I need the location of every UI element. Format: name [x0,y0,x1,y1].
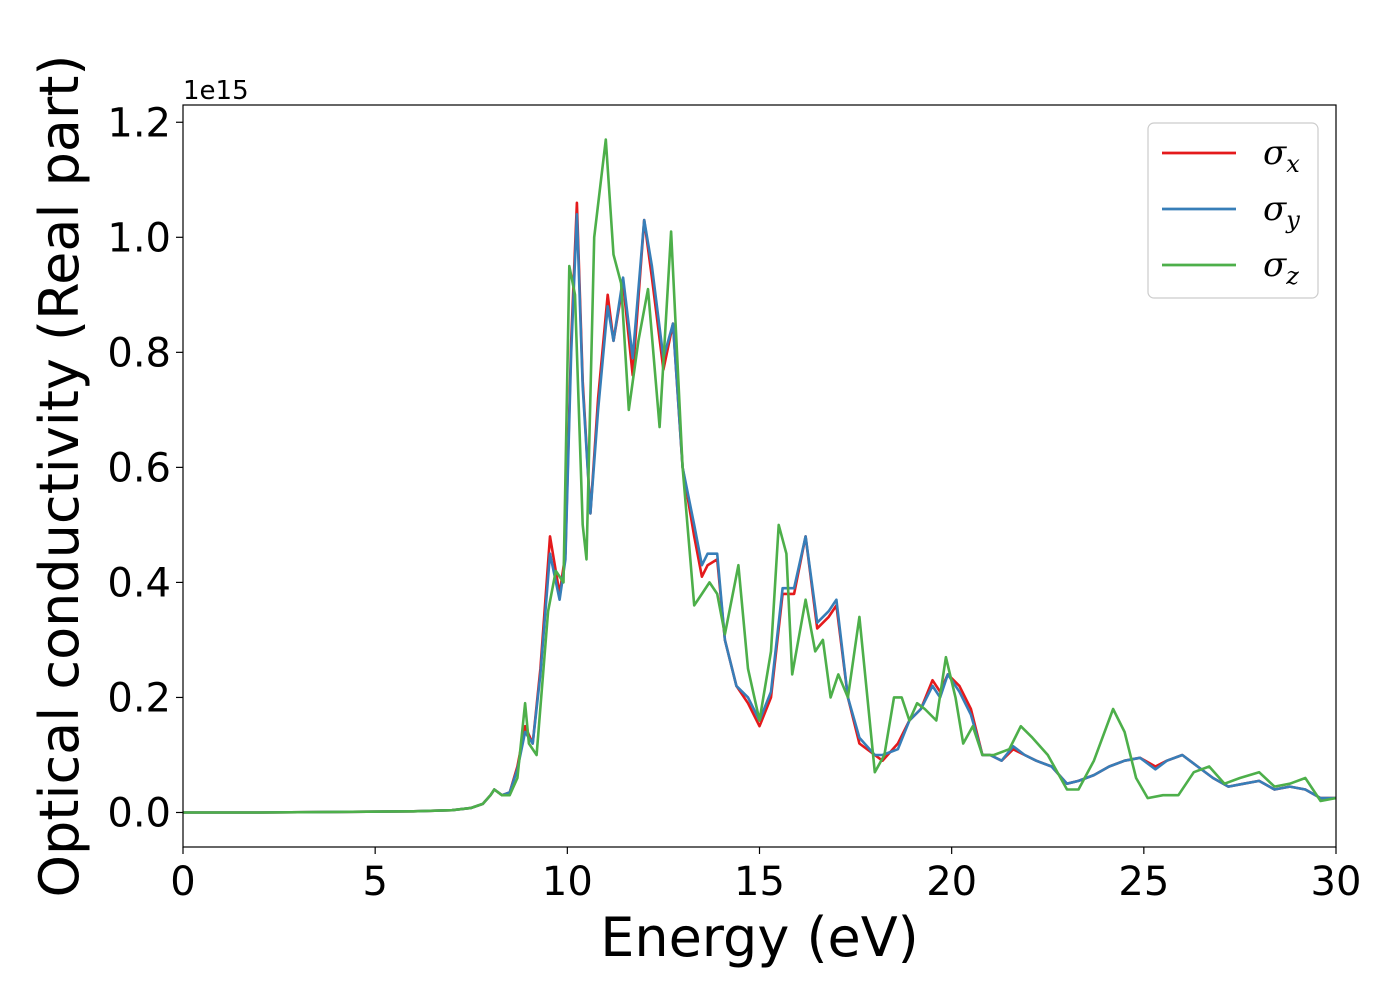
y-tick-label: 1.2 [107,100,171,146]
x-tick-label: 30 [1311,859,1362,905]
x-axis: 0 5 10 15 20 25 30 [170,847,1361,905]
series-layer [183,138,1336,814]
y-tick-label: 0.4 [107,560,171,606]
y-tick-label: 0.8 [107,330,171,376]
y-tick-label: 0.0 [107,790,171,836]
x-tick-label: 25 [1118,859,1169,905]
x-tick-label: 5 [362,859,387,905]
legend: σx σy σz [1147,122,1319,299]
x-tick-label: 15 [734,859,785,905]
x-tick-label: 0 [170,859,195,905]
y-axis: 0.0 0.2 0.4 0.6 0.8 1.0 1.2 [107,100,183,836]
series-line-z [183,138,1336,814]
series-line-y [183,213,1336,814]
legend-label-z: σz [1263,245,1299,290]
legend-label-y: σy [1263,189,1300,234]
legend-box [1147,122,1319,299]
x-tick-label: 10 [542,859,593,905]
y-tick-label: 0.2 [107,675,171,721]
legend-label-x: σx [1263,133,1300,178]
x-tick-label: 20 [926,859,977,905]
y-axis-title: Optical conductivity (Real part) [28,55,91,898]
y-tick-label: 1.0 [107,215,171,261]
y-offset-text: 1e15 [183,76,249,106]
x-axis-title: Energy (eV) [600,906,919,969]
y-tick-label: 0.6 [107,445,171,491]
